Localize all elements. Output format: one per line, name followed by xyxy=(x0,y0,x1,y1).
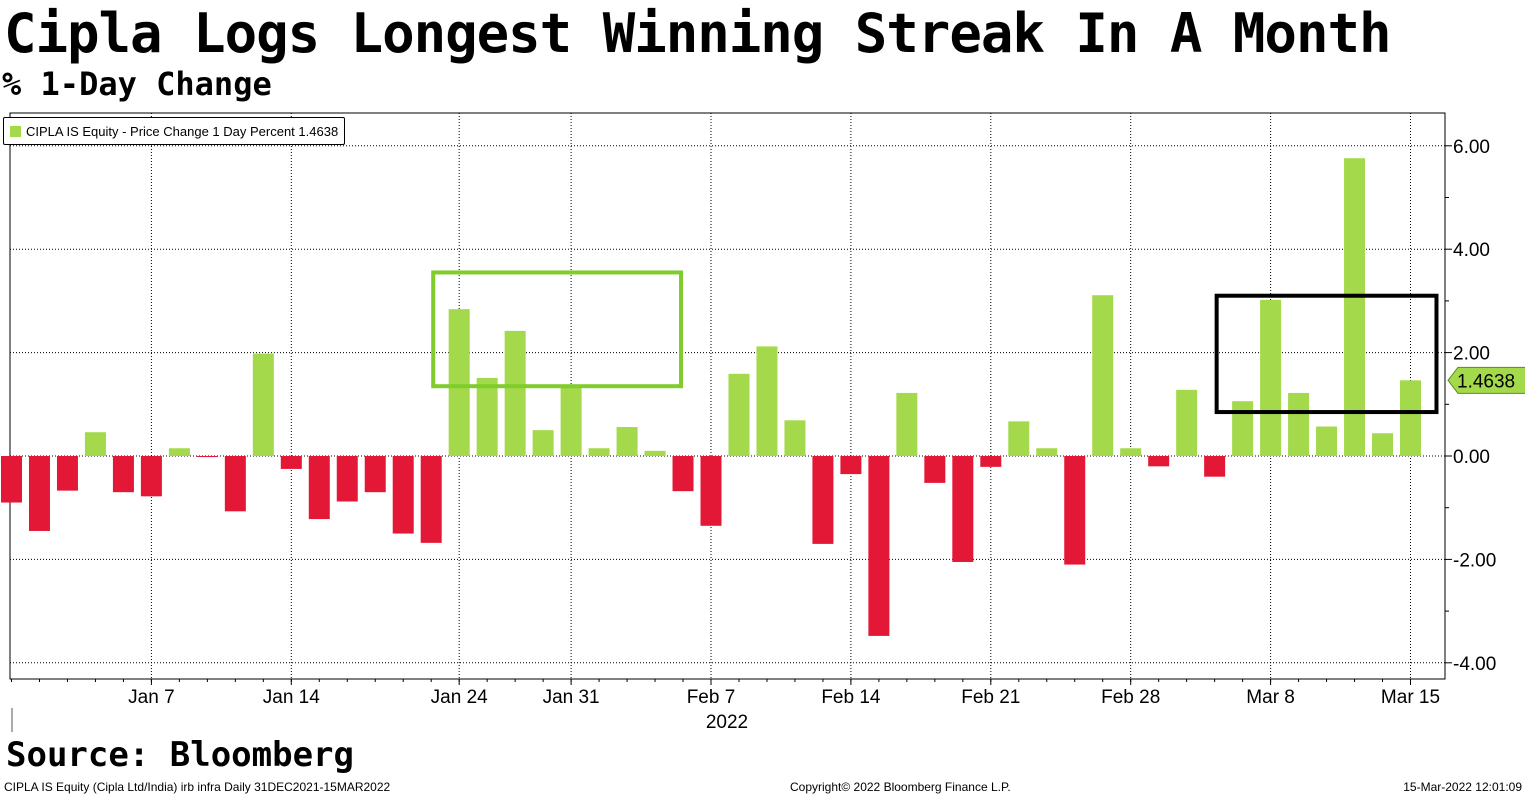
x-tick-label: Feb 7 xyxy=(687,687,736,708)
bar xyxy=(784,420,806,456)
x-tick-label: Feb 21 xyxy=(961,687,1020,708)
bar xyxy=(728,373,750,456)
highlight-box-black xyxy=(1214,293,1439,415)
bar xyxy=(112,456,134,493)
x-year-label: 2022 xyxy=(706,712,748,733)
footer-timestamp: 15-Mar-2022 12:01:09 xyxy=(1403,780,1522,794)
y-tick-label: -4.00 xyxy=(1453,654,1496,675)
last-value-marker xyxy=(1447,366,1525,394)
x-tick-label: Mar 8 xyxy=(1246,687,1295,708)
bar xyxy=(308,456,330,520)
bar xyxy=(168,448,190,456)
last-value-label: 1.4638 xyxy=(1457,371,1515,392)
x-tick-label: Feb 14 xyxy=(821,687,881,708)
bar xyxy=(28,456,50,531)
x-tick-label: Jan 14 xyxy=(263,687,320,708)
bar xyxy=(560,384,582,456)
y-tick-label: 6.00 xyxy=(1453,137,1490,158)
y-tick-label: 0.00 xyxy=(1453,447,1490,468)
bar xyxy=(1176,389,1198,456)
chart-legend: CIPLA IS Equity - Price Change 1 Day Per… xyxy=(3,117,346,145)
bar xyxy=(1120,448,1142,456)
plot-frame xyxy=(9,112,1446,680)
footer-copyright: Copyright© 2022 Bloomberg Finance L.P. xyxy=(790,780,1011,794)
axis-layer: -4.00 -2.00 0.00 2.00 4.00 6.00 Jan 7 Jan 14 Jan… xyxy=(11,137,1525,733)
x-tick-label: Jan 24 xyxy=(431,687,488,708)
footer-ticker-info: CIPLA IS Equity (Cipla Ltd/India) irb in… xyxy=(4,780,391,794)
bar xyxy=(1232,401,1254,456)
bar xyxy=(812,456,834,544)
bar xyxy=(504,330,526,456)
bar xyxy=(420,456,442,543)
annotation-layer xyxy=(431,270,1439,415)
chart-subtitle: % 1-Day Change xyxy=(2,65,272,103)
chart-title: Cipla Logs Longest Winning Streak In A M… xyxy=(4,2,1391,65)
bar xyxy=(1372,433,1394,456)
bar xyxy=(1148,456,1170,467)
bar xyxy=(532,430,554,456)
bar xyxy=(1,456,22,503)
bar xyxy=(1008,421,1030,456)
bar xyxy=(280,456,302,469)
bar xyxy=(196,456,218,458)
bar xyxy=(588,448,610,456)
legend-label: CIPLA IS Equity - Price Change 1 Day Per… xyxy=(26,123,339,139)
bar xyxy=(1260,299,1282,456)
highlight-box-green xyxy=(431,270,684,389)
bar xyxy=(56,456,78,491)
bar xyxy=(924,456,946,483)
bar xyxy=(364,456,386,493)
bar xyxy=(896,392,918,456)
bar xyxy=(672,456,694,492)
bar xyxy=(980,456,1002,467)
bar xyxy=(1092,295,1114,456)
y-tick-label: -2.00 xyxy=(1453,550,1496,571)
x-tick-label: Jan 31 xyxy=(543,687,600,708)
bar xyxy=(84,432,106,456)
bar xyxy=(140,456,162,497)
bar xyxy=(616,427,638,456)
bar xyxy=(952,456,974,562)
bar xyxy=(700,456,722,526)
bar xyxy=(1288,392,1310,456)
bar xyxy=(1400,380,1421,456)
bar xyxy=(1316,426,1338,456)
bar xyxy=(1204,456,1226,477)
legend-swatch xyxy=(10,125,21,137)
bar xyxy=(1036,448,1058,456)
bar-layer xyxy=(1,158,1421,636)
x-tick-label: Feb 28 xyxy=(1101,687,1160,708)
bar xyxy=(392,456,414,534)
bar xyxy=(868,456,890,636)
x-tick-label: Mar 15 xyxy=(1381,687,1440,708)
bar xyxy=(840,456,862,475)
bar xyxy=(336,456,358,502)
grid-layer xyxy=(9,113,1445,679)
bar xyxy=(252,353,274,456)
bar xyxy=(448,309,470,456)
bar xyxy=(224,456,246,512)
bar xyxy=(476,377,498,456)
bar xyxy=(644,450,666,456)
bar xyxy=(1344,158,1366,456)
x-tick-label: Jan 7 xyxy=(128,687,174,708)
y-tick-label: 4.00 xyxy=(1453,240,1490,261)
bar xyxy=(1064,456,1086,565)
y-tick-label: 2.00 xyxy=(1453,344,1490,365)
source-label: Source: Bloomberg xyxy=(6,735,354,775)
bar xyxy=(756,346,778,456)
